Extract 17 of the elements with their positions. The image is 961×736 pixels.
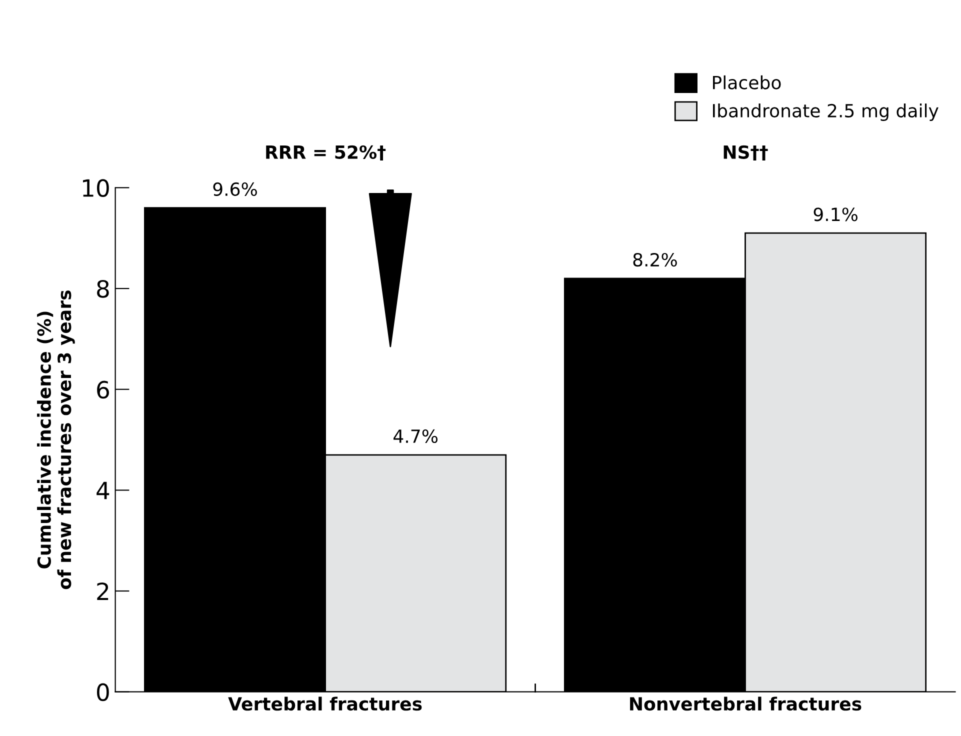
y-tick-label: 10 [83, 179, 109, 197]
text: 9.6% [213, 182, 257, 196]
text: 9.1% [814, 208, 858, 222]
y-tick-label: 6 [97, 380, 109, 399]
text: RRR = 52%† [266, 145, 386, 160]
x-tick-label: Nonvertebral fractures [630, 696, 862, 711]
y-tick-label: 0 [96, 683, 109, 702]
y-tick-label: 8 [97, 280, 109, 298]
y-tick-label: 4 [96, 482, 110, 500]
x-tick-label: Vertebral fractures [228, 696, 422, 711]
y-tick-label: 2 [97, 582, 108, 600]
y-axis-title: Cumulative incidence (%) of new fractures over 3 years [37, 290, 75, 590]
text: NS†† [724, 145, 768, 160]
text: 4.7% [394, 429, 438, 444]
legend-label: Placebo [713, 75, 781, 90]
text: 8.2% [633, 252, 677, 267]
legend-label: Ibandronate 2.5 mg daily [713, 104, 938, 122]
